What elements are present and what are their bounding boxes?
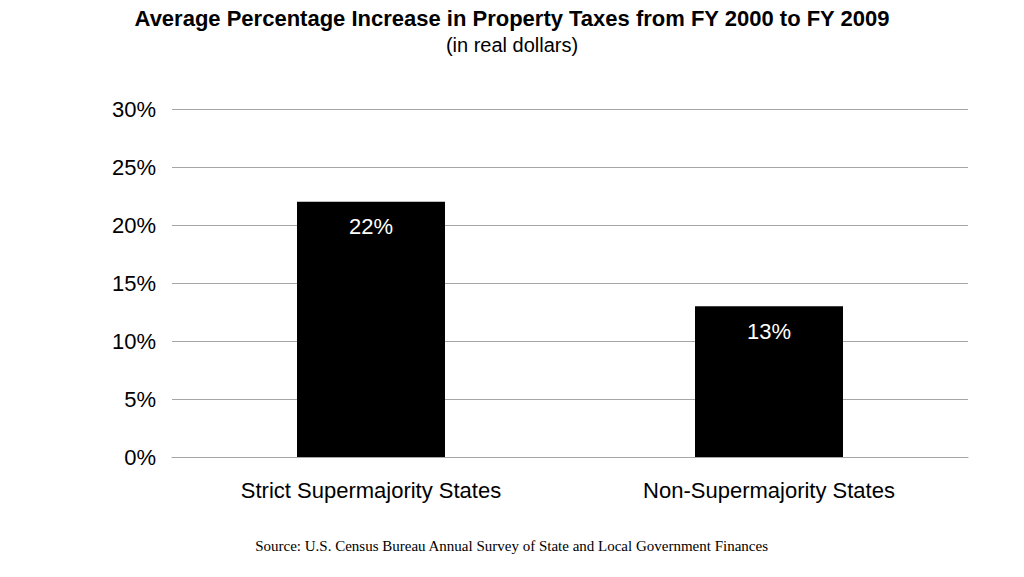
svg-text:0%: 0% xyxy=(124,445,156,470)
svg-text:Average Percentage Increase in: Average Percentage Increase in Property … xyxy=(135,6,890,31)
svg-text:25%: 25% xyxy=(112,155,156,180)
svg-text:5%: 5% xyxy=(124,387,156,412)
svg-text:Strict Supermajority States: Strict Supermajority States xyxy=(241,478,501,503)
svg-text:10%: 10% xyxy=(112,329,156,354)
svg-text:13%: 13% xyxy=(747,319,791,344)
svg-text:15%: 15% xyxy=(112,271,156,296)
svg-text:Source: U.S. Census Bureau Ann: Source: U.S. Census Bureau Annual Survey… xyxy=(255,538,768,554)
svg-text:30%: 30% xyxy=(112,97,156,122)
svg-text:22%: 22% xyxy=(349,214,393,239)
svg-text:20%: 20% xyxy=(112,213,156,238)
svg-text:Non-Supermajority States: Non-Supermajority States xyxy=(643,478,895,503)
svg-text:(in real dollars): (in real dollars) xyxy=(446,34,578,56)
